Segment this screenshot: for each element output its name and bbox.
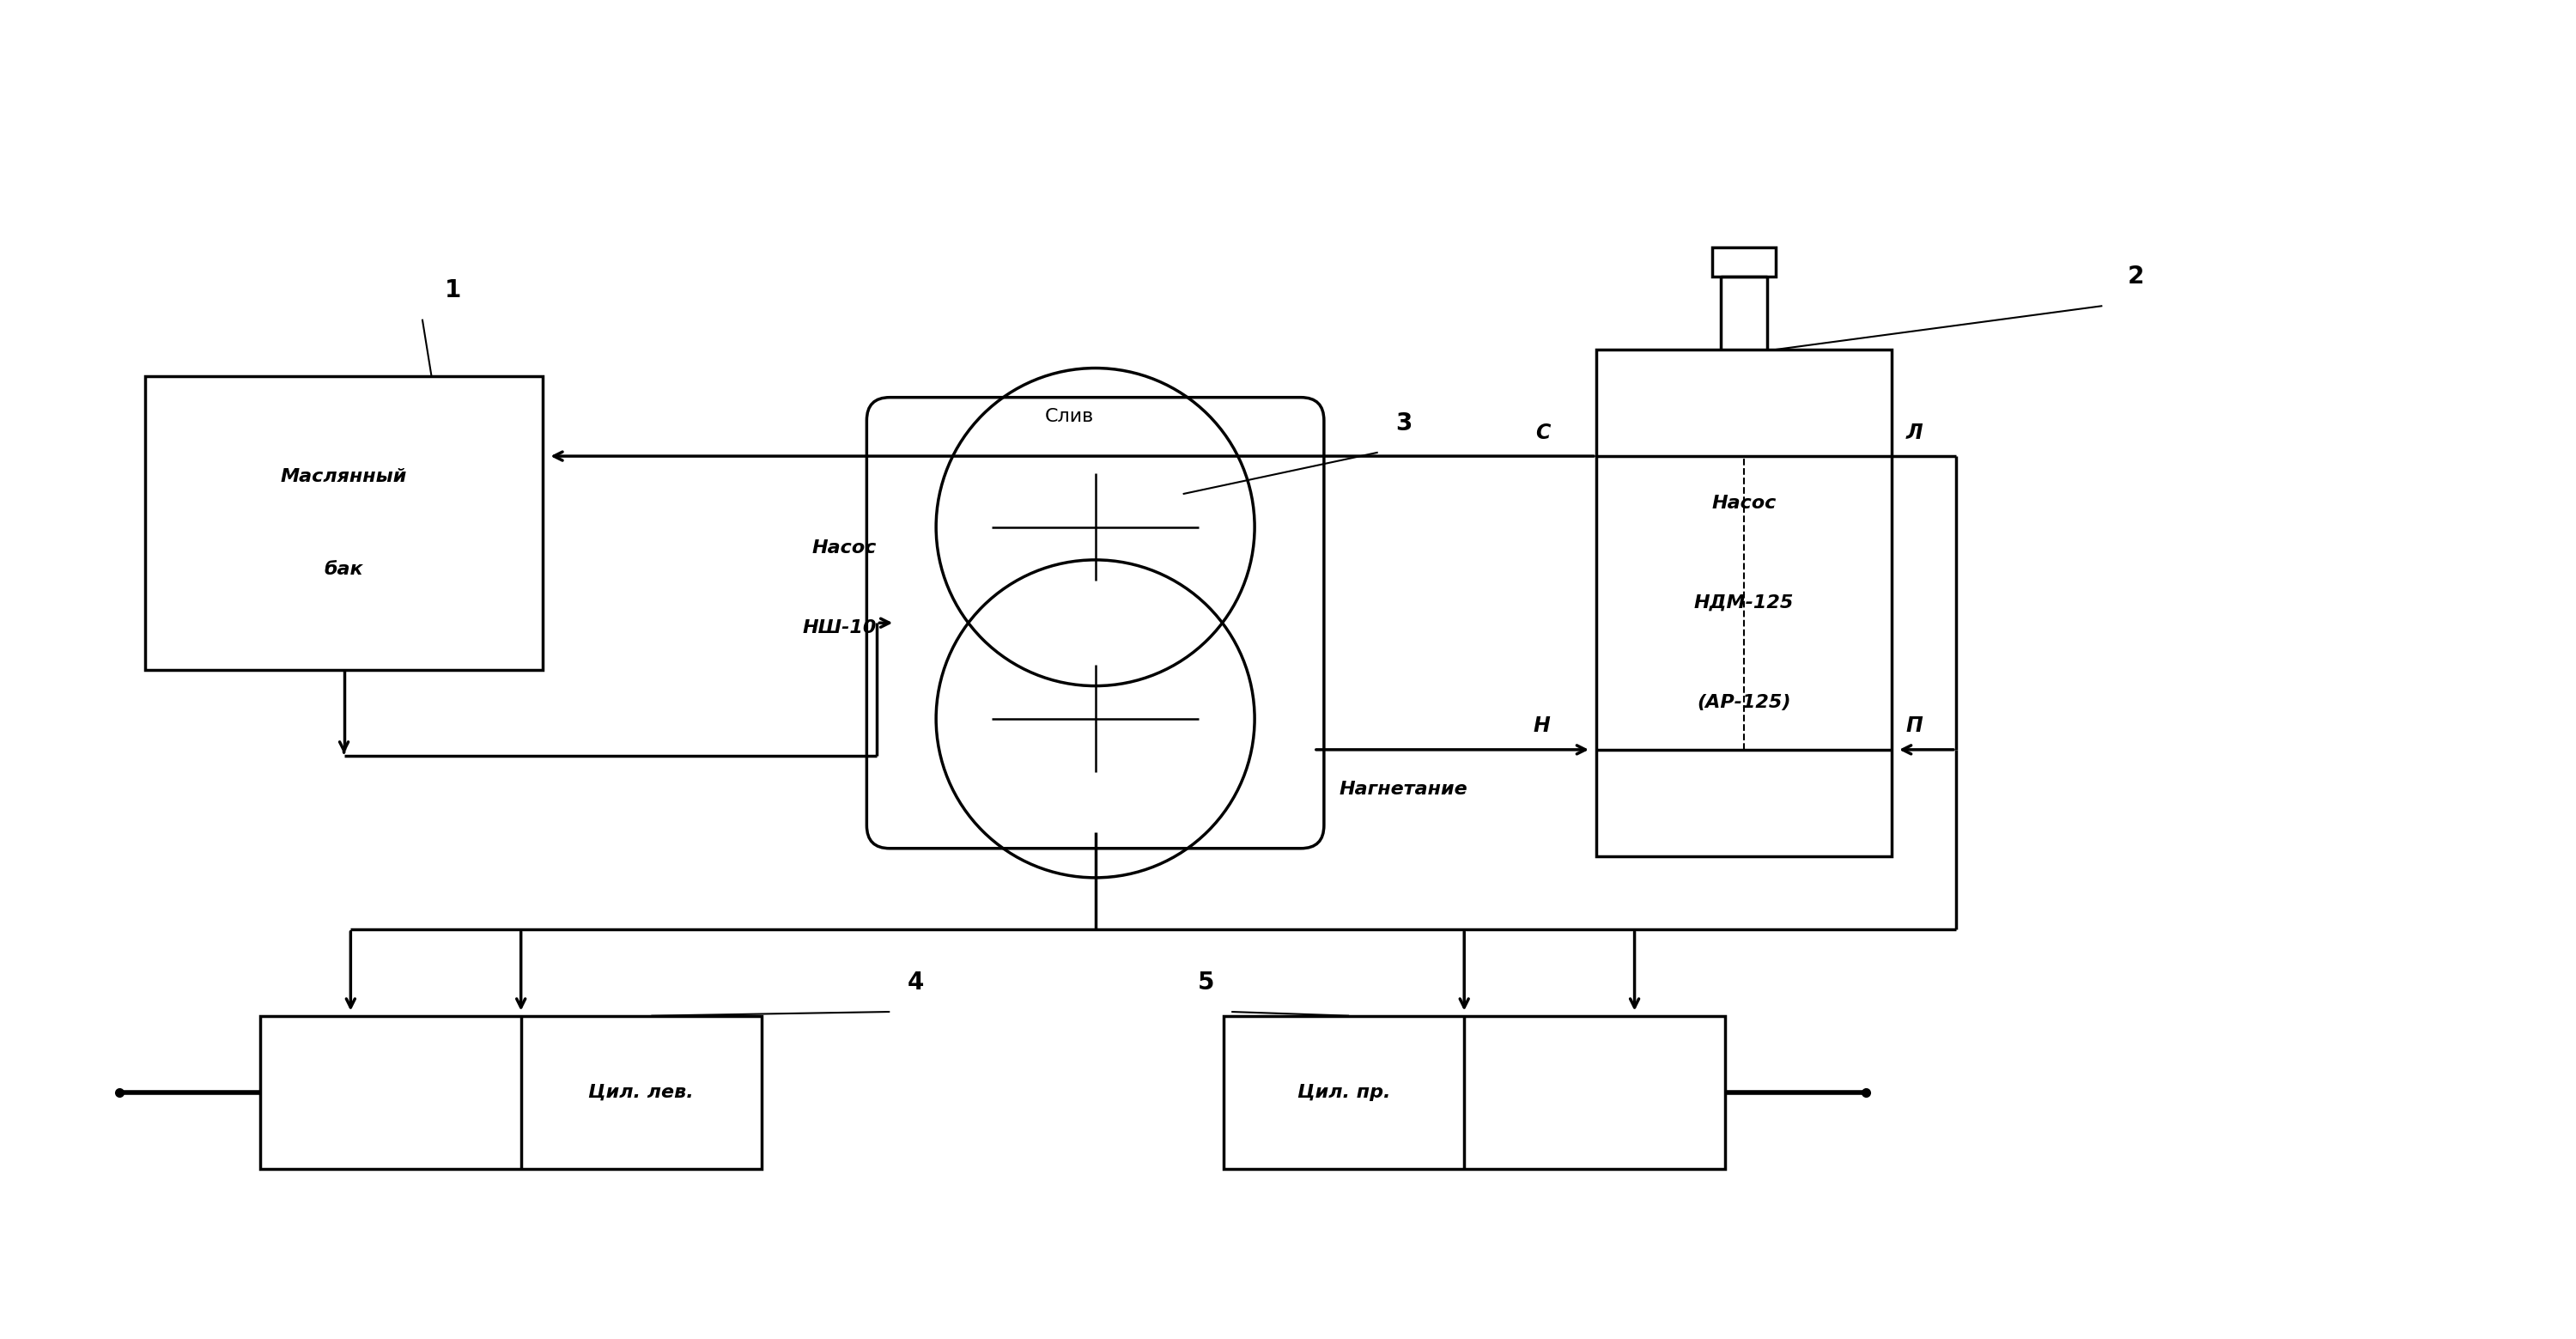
Bar bbox=[1224, 1016, 1726, 1169]
Bar bbox=[144, 376, 544, 670]
FancyBboxPatch shape bbox=[866, 398, 1324, 849]
Text: 5: 5 bbox=[1198, 971, 1213, 995]
Text: Н: Н bbox=[1533, 716, 1551, 736]
Text: Цил. пр.: Цил. пр. bbox=[1298, 1083, 1391, 1101]
Bar bbox=[1713, 248, 1775, 277]
Text: Маслянный: Маслянный bbox=[281, 467, 407, 485]
Text: бак: бак bbox=[325, 561, 363, 578]
Text: С: С bbox=[1535, 422, 1551, 443]
Text: Насос: Насос bbox=[1710, 494, 1777, 511]
Text: НШ-10: НШ-10 bbox=[804, 620, 876, 637]
Text: 1: 1 bbox=[446, 279, 461, 303]
Text: Л: Л bbox=[1906, 422, 1922, 443]
Text: Цил. лев.: Цил. лев. bbox=[587, 1083, 693, 1101]
Bar bbox=[260, 1016, 762, 1169]
Text: 2: 2 bbox=[2128, 265, 2143, 289]
Text: (АР-125): (АР-125) bbox=[1698, 694, 1790, 711]
Text: Нагнетание: Нагнетание bbox=[1340, 781, 1468, 798]
Bar bbox=[1597, 349, 1891, 856]
Text: 3: 3 bbox=[1396, 411, 1412, 435]
Text: Насос: Насос bbox=[811, 540, 876, 557]
Text: Слив: Слив bbox=[1046, 407, 1095, 424]
Text: НДМ-125: НДМ-125 bbox=[1695, 595, 1793, 612]
Text: 4: 4 bbox=[907, 971, 925, 995]
Text: П: П bbox=[1906, 716, 1922, 736]
